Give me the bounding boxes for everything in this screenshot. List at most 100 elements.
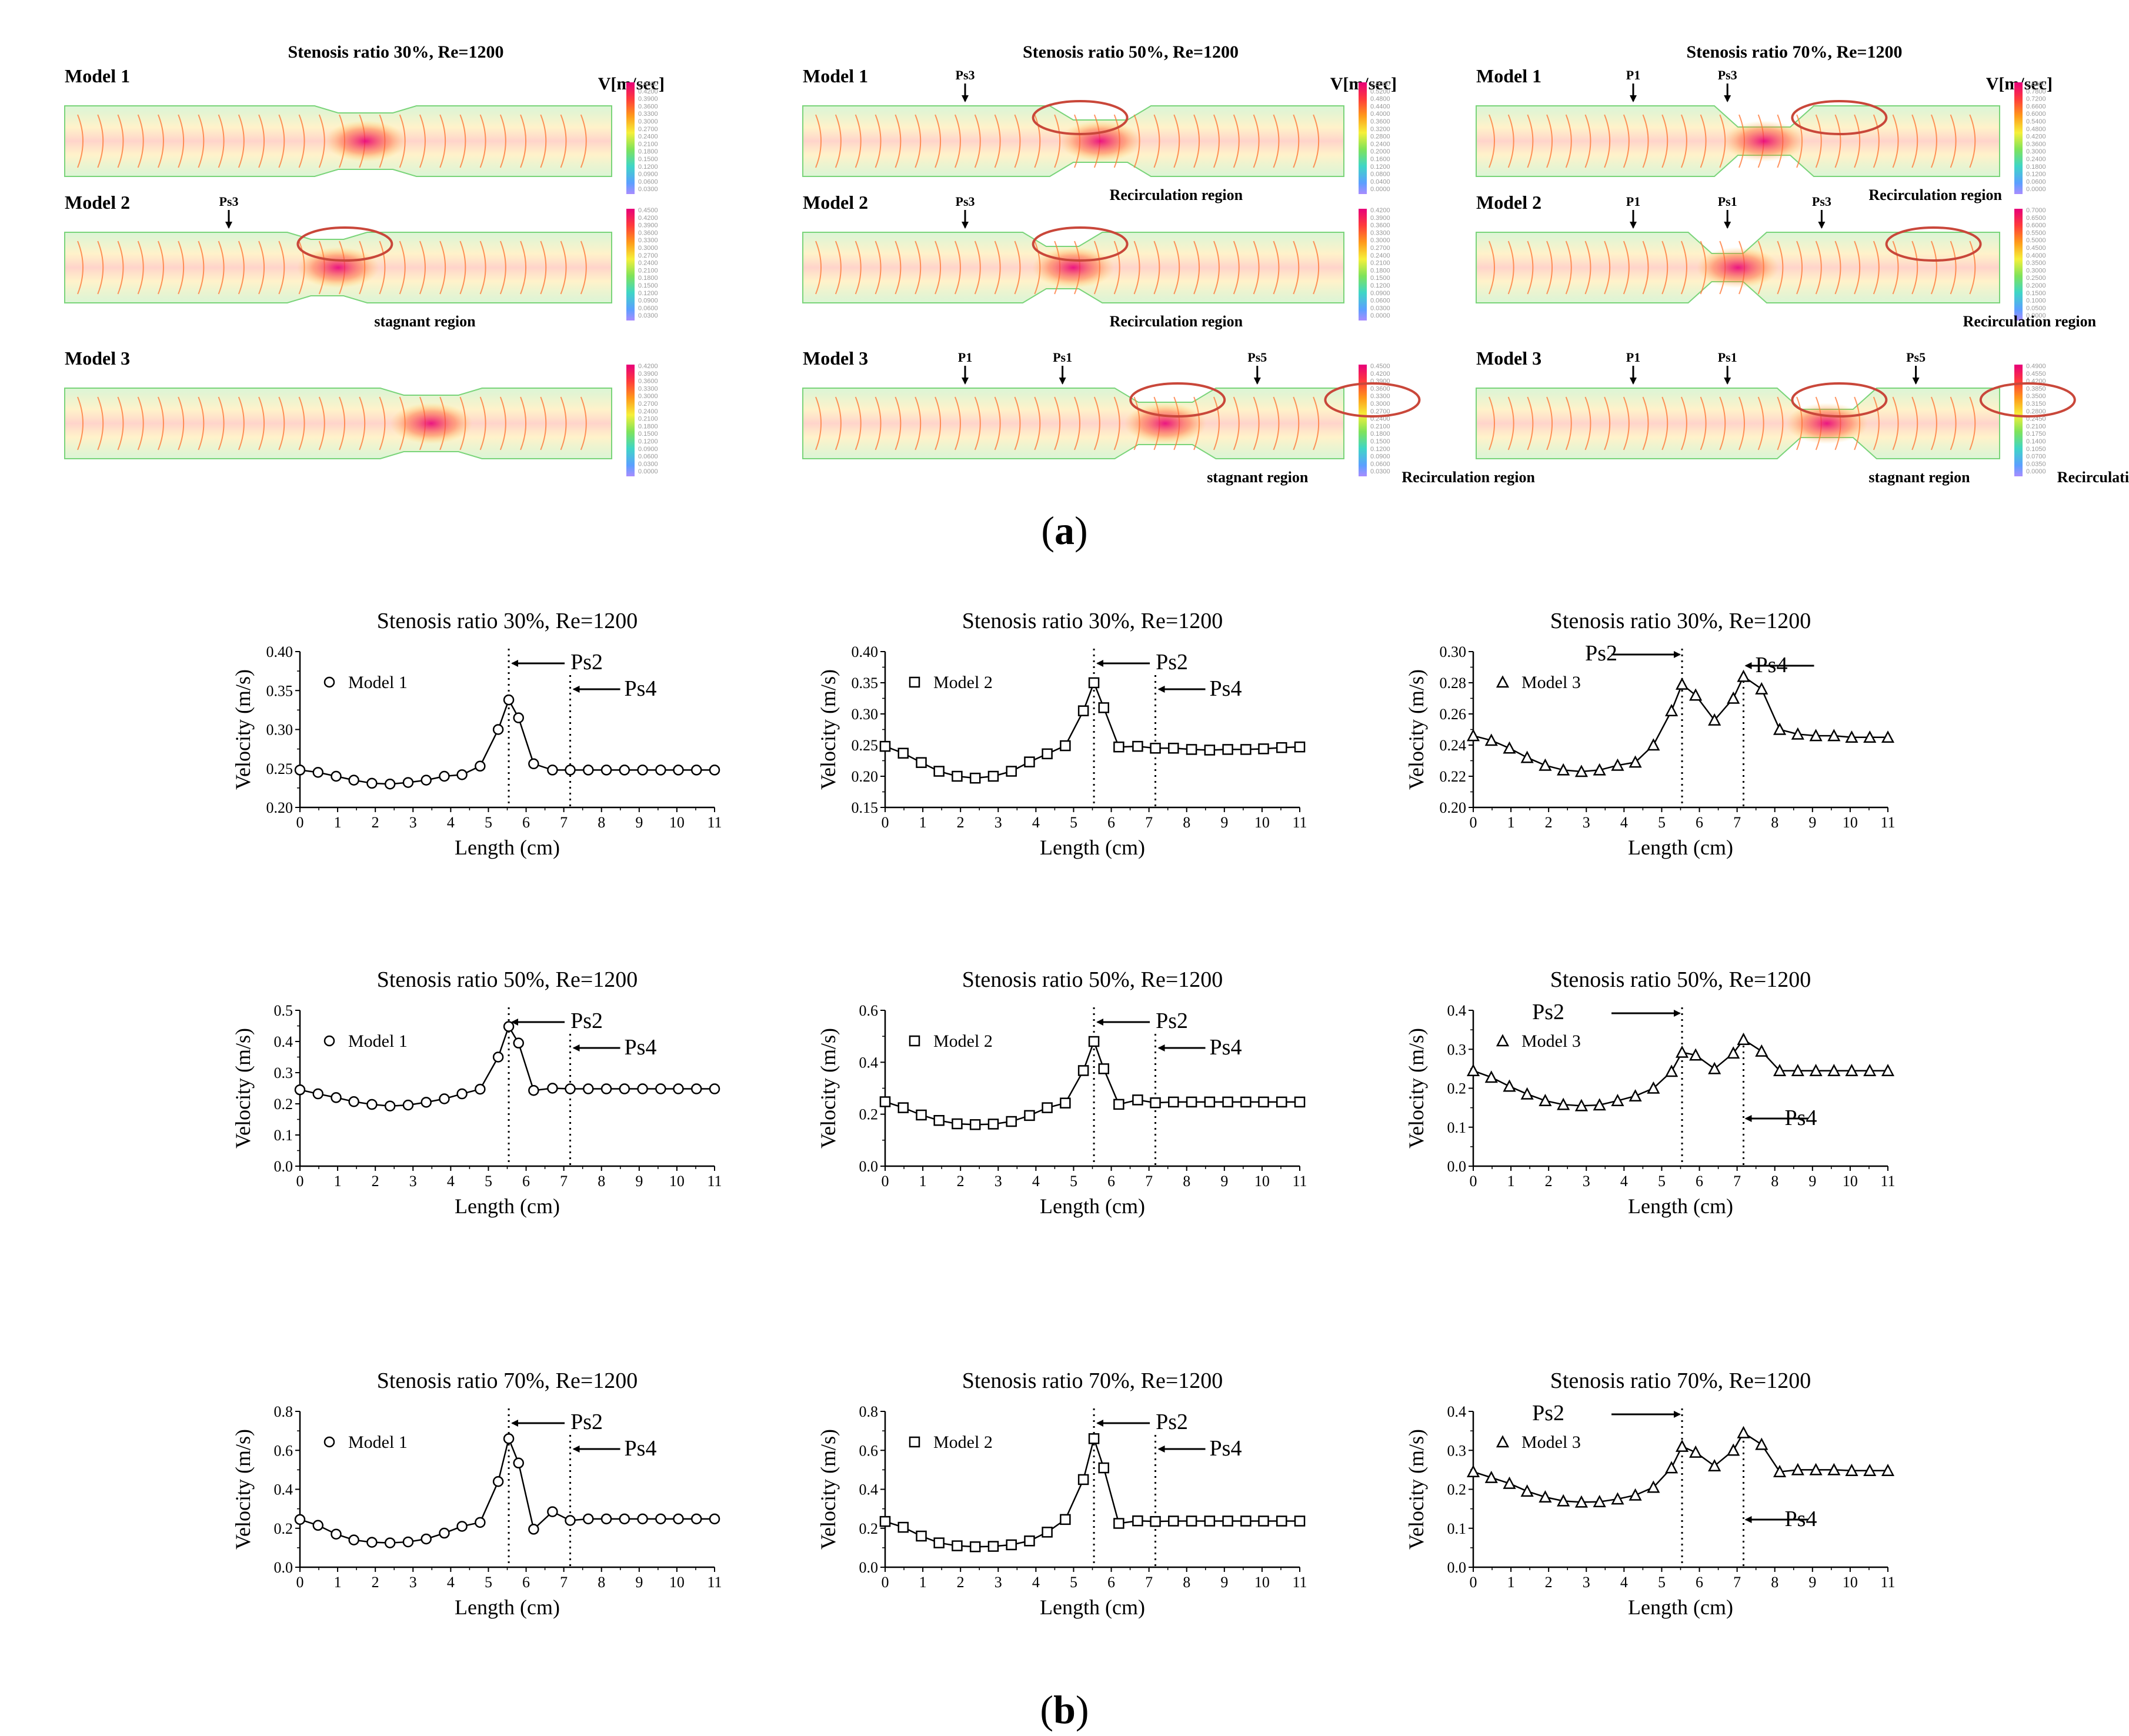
y-tick-label: 0.0	[274, 1158, 293, 1175]
region-annotation: Recirculation region	[1401, 469, 1535, 486]
data-point	[1024, 1535, 1035, 1547]
velocity-color-scale	[626, 209, 635, 321]
data-point	[384, 779, 396, 790]
flow-model-3: Model 3 0.45000.42000.39000.36000.33000.3…	[802, 348, 1535, 486]
x-tick-label: 7	[1145, 814, 1153, 831]
x-tick-label: 5	[1658, 1574, 1666, 1591]
x-tick-label: 11	[1880, 1173, 1895, 1190]
color-scale-value: 0.4500	[638, 207, 658, 214]
velocity-color-scale	[626, 82, 635, 194]
velocity-hotspot	[1032, 247, 1114, 288]
color-scale-value: 0.2000	[1370, 148, 1390, 155]
color-scale-value: 0.6600	[2026, 103, 2046, 110]
model-label: Model 3	[65, 348, 130, 369]
reference-label-ps4: Ps4	[1785, 1507, 1817, 1531]
reference-label-ps4: Ps4	[1785, 1106, 1817, 1130]
data-point	[1006, 766, 1017, 777]
velocity-vectors	[815, 396, 1320, 450]
flow-model-3: Model 3 0.42000.39000.36000.33000.30000.2…	[64, 348, 658, 476]
data-point	[600, 1083, 612, 1094]
velocity-chart-2: Stenosis ratio 30%, Re=1200 0.15 0.20 0.25 0…	[816, 609, 1307, 859]
reference-label-ps4: Ps4	[1210, 1436, 1242, 1461]
data-point	[312, 767, 324, 778]
model-label: Model 3	[1476, 348, 1541, 369]
data-point	[1466, 1465, 1480, 1477]
color-scale-value: 0.0900	[638, 298, 658, 305]
color-scale-value: 0.2400	[638, 408, 658, 415]
data-point	[1484, 1070, 1498, 1083]
reference-label-ps2: Ps2	[1156, 1410, 1188, 1434]
data-point	[503, 1433, 515, 1444]
x-tick-label: 10	[1254, 814, 1270, 831]
x-tick-label: 2	[1545, 1574, 1553, 1591]
color-scale-value: 0.3600	[638, 229, 658, 236]
data-point	[879, 1096, 891, 1107]
x-tick-label: 5	[1070, 814, 1077, 831]
data-point	[916, 757, 927, 768]
data-point	[384, 1537, 396, 1548]
y-tick-label: 0.2	[859, 1520, 879, 1537]
color-scale-value: 0.7200	[2026, 96, 2046, 103]
y-tick-label: 0.24	[1440, 737, 1467, 754]
x-tick-label: 7	[560, 814, 568, 831]
data-point	[1647, 1480, 1660, 1493]
x-tick-label: 3	[409, 814, 417, 831]
data-point	[565, 1515, 576, 1526]
color-scale-value: 0.1800	[2026, 163, 2046, 171]
x-tick-label: 4	[447, 1173, 455, 1190]
data-point	[1727, 1443, 1740, 1456]
y-tick-label: 0.1	[1447, 1119, 1467, 1136]
color-scale-value: 0.4800	[1370, 96, 1390, 103]
y-tick-label: 0.4	[274, 1481, 293, 1498]
color-scale-value: 0.0300	[638, 312, 658, 319]
data-point	[312, 1520, 324, 1531]
x-tick-label: 10	[1843, 814, 1858, 831]
data-point	[366, 1537, 378, 1548]
data-point	[1088, 1036, 1100, 1047]
color-scale-value: 0.2700	[638, 126, 658, 133]
data-point	[1150, 743, 1161, 754]
x-tick-label: 8	[1771, 814, 1778, 831]
velocity-color-scale	[2014, 209, 2023, 321]
series-line	[299, 698, 715, 785]
data-point	[709, 764, 720, 776]
color-scale-value: 0.0000	[2026, 468, 2046, 475]
data-point	[1042, 748, 1053, 760]
data-point	[1773, 722, 1787, 735]
data-point	[402, 1536, 414, 1548]
data-point	[1791, 727, 1804, 740]
data-point	[690, 1513, 702, 1525]
color-scale-value: 0.2000	[2026, 282, 2046, 289]
data-point	[690, 764, 702, 776]
data-point	[1503, 741, 1516, 754]
data-point	[1845, 1064, 1858, 1076]
y-axis-label: Velocity (m/s)	[1404, 669, 1428, 790]
data-point	[1675, 1045, 1689, 1058]
data-point	[655, 764, 666, 776]
color-scale-value: 0.1500	[638, 282, 658, 289]
data-point	[952, 1118, 963, 1130]
point-annotation: P1	[1626, 350, 1640, 365]
x-tick-label: 8	[598, 1173, 605, 1190]
data-point	[583, 764, 594, 776]
data-point	[528, 1524, 539, 1535]
legend-label: Model 3	[1521, 1433, 1581, 1452]
x-tick-label: 6	[1107, 814, 1115, 831]
x-tick-label: 2	[957, 1173, 965, 1190]
data-point	[1665, 1461, 1678, 1474]
x-tick-label: 9	[635, 1574, 643, 1591]
velocity-hotspot	[1723, 121, 1806, 162]
color-scale-value: 0.1200	[1370, 282, 1390, 289]
x-tick-label: 2	[372, 1173, 379, 1190]
region-marker	[1324, 382, 1421, 418]
x-tick-label: 4	[1620, 814, 1628, 831]
data-point	[1150, 1097, 1161, 1109]
data-point	[1466, 1064, 1480, 1076]
x-tick-label: 10	[669, 1574, 685, 1591]
legend-marker	[323, 1035, 335, 1047]
x-tick-label: 2	[372, 1574, 379, 1591]
color-scale-value: 0.0000	[638, 468, 658, 475]
data-point	[897, 1521, 909, 1533]
y-axis-label: Velocity (m/s)	[1404, 1028, 1428, 1149]
data-point	[1708, 1459, 1721, 1471]
